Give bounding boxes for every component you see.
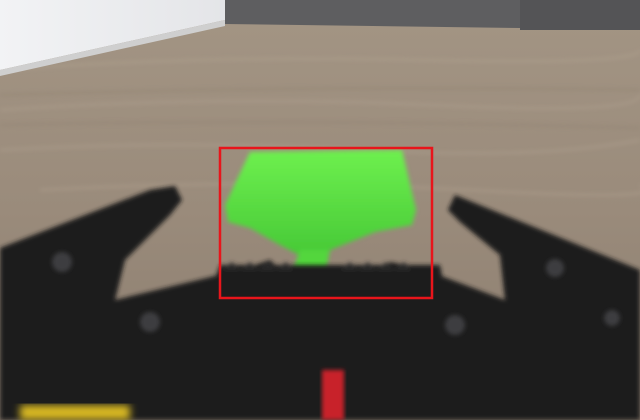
sofa-cushion — [520, 0, 640, 30]
baseboard — [0, 20, 225, 76]
screws — [52, 252, 620, 335]
white-wall — [0, 0, 225, 70]
detection-bounding-box — [218, 146, 434, 300]
yellow-part — [20, 405, 130, 420]
red-part — [322, 370, 344, 420]
wood-grain — [0, 49, 640, 196]
robot-gripper — [0, 186, 640, 420]
